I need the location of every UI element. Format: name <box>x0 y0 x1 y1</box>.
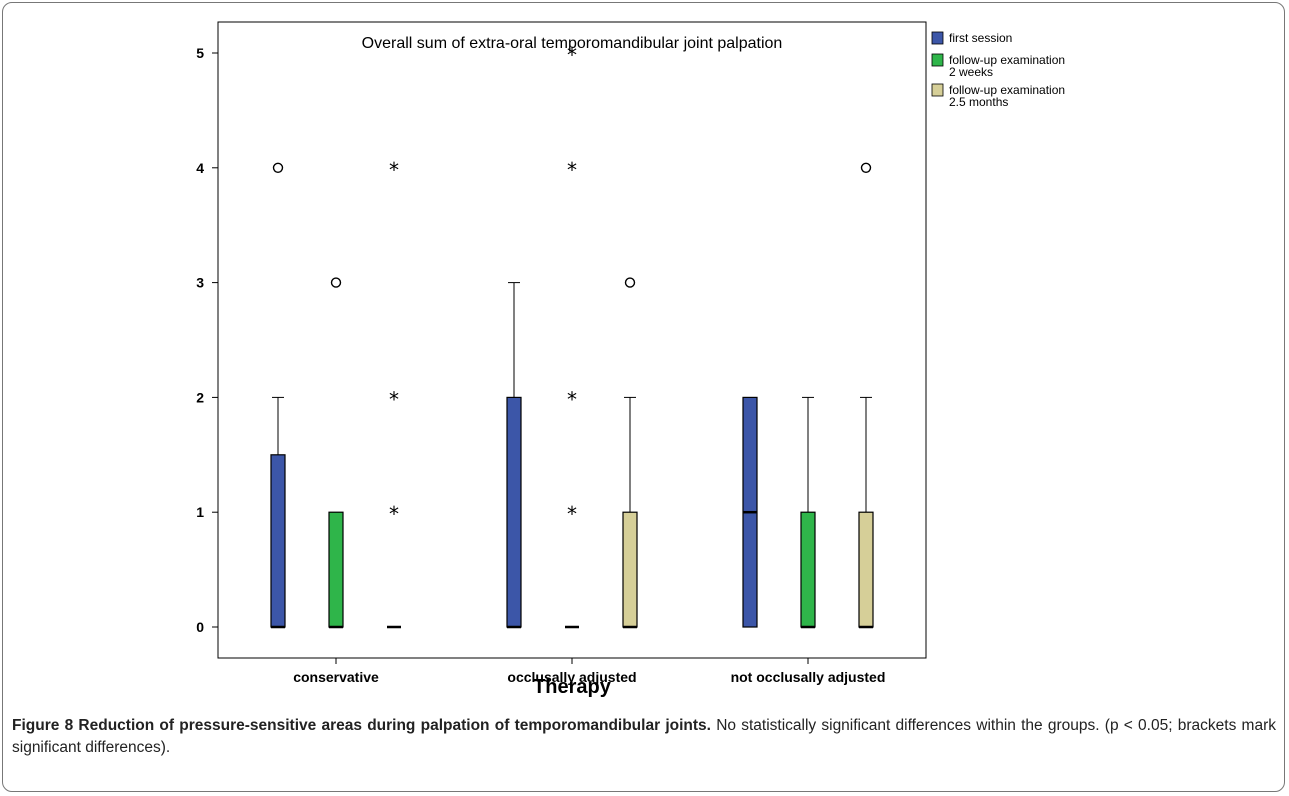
x-axis-label: Therapy <box>533 676 612 698</box>
outlier-point <box>272 162 284 173</box>
extreme-point: * <box>567 387 577 411</box>
legend-label: 2.5 months <box>949 95 1008 109</box>
x-tick-label: occlusally adjusted <box>507 669 636 685</box>
legend-swatch <box>931 53 944 67</box>
box-series: * * * * * * * <box>270 43 874 629</box>
legend-swatch <box>931 83 944 97</box>
plot-area <box>217 21 927 659</box>
legend-label: follow-up examination <box>949 53 1065 67</box>
box <box>270 454 286 628</box>
box <box>622 511 638 628</box>
y-tick-label: 3 <box>196 275 204 291</box>
box <box>800 511 816 628</box>
extreme-point: * <box>389 502 399 526</box>
extreme-point: * <box>389 387 399 411</box>
outlier-point <box>860 162 872 173</box>
legend-label: follow-up examination <box>949 83 1065 97</box>
box <box>328 511 344 628</box>
x-tick-label: not occlusally adjusted <box>731 669 886 685</box>
extreme-point: * <box>567 43 577 67</box>
box <box>506 396 522 628</box>
legend-label: 2 weeks <box>949 65 993 79</box>
extreme-point: * <box>567 158 577 182</box>
legend-swatch <box>931 31 944 45</box>
outlier-point <box>330 277 342 288</box>
y-axis: 0 1 2 3 4 5 <box>196 45 218 635</box>
x-tick-label: conservative <box>293 669 379 685</box>
box <box>858 511 874 628</box>
legend-label: first session <box>949 31 1012 45</box>
caption-text: No statistically significant differences… <box>12 717 1276 756</box>
outlier-point <box>624 277 636 288</box>
y-tick-label: 0 <box>196 619 204 635</box>
chart-title: Overall sum of extra-oral temporomandibu… <box>362 35 783 52</box>
caption-lead: Figure 8 Reduction of pressure-sensitive… <box>12 717 711 734</box>
figure-caption: Figure 8 Reduction of pressure-sensitive… <box>12 715 1276 759</box>
extreme-point: * <box>567 502 577 526</box>
extreme-point: * <box>389 158 399 182</box>
y-tick-label: 1 <box>196 504 204 520</box>
y-tick-label: 2 <box>196 389 204 405</box>
y-tick-label: 5 <box>196 45 204 61</box>
y-tick-label: 4 <box>196 160 204 176</box>
boxplot-chart: Overall sum of extra-oral temporomandibu… <box>196 21 1065 698</box>
x-axis: conservative occlusally adjusted not occlu… <box>293 658 885 685</box>
